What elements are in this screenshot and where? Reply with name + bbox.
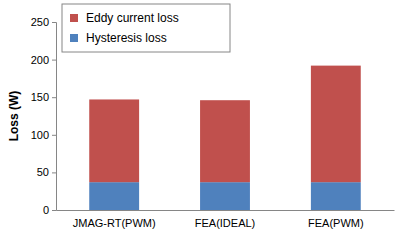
y-axis-line	[52, 23, 57, 211]
y-tick-label: 100	[31, 129, 49, 141]
x-tick: JMAG-RT(PWM)	[73, 210, 156, 229]
y-tick-mark	[52, 135, 56, 136]
legend-swatch	[70, 14, 78, 22]
chart: 0 50 100 150 200 250 JMAG-RT(PWM) FEA(IDEAL) FEA…	[0, 0, 406, 250]
y-tick-label: 0	[43, 204, 49, 216]
legend-frame	[62, 4, 230, 52]
x-tick: FEA(IDEAL)	[195, 210, 256, 229]
x-tick: FEA(PWM)	[308, 210, 364, 229]
y-tick-label: 200	[31, 54, 49, 66]
bar-segment	[200, 182, 250, 210]
bar-segment	[311, 66, 361, 183]
bar-segment	[311, 182, 361, 210]
bar-segment	[200, 100, 250, 182]
bar-segment	[89, 182, 139, 210]
y-tick-mark	[52, 172, 56, 173]
y-tick: 150	[31, 91, 56, 103]
x-tick-label: FEA(IDEAL)	[195, 217, 256, 229]
x-tick-label: FEA(PWM)	[308, 217, 364, 229]
y-tick-label: 50	[37, 166, 49, 178]
legend-label: Hysteresis loss	[86, 31, 167, 45]
bar-segment	[89, 99, 139, 182]
y-tick: 250	[31, 16, 56, 28]
y-axis-title: Loss (W)	[7, 91, 21, 142]
y-tick-mark	[52, 210, 56, 211]
y-tick-label: 250	[31, 16, 49, 28]
y-tick-mark	[52, 22, 56, 23]
y-tick: 0	[43, 204, 56, 216]
bars	[89, 66, 361, 210]
x-tick-label: JMAG-RT(PWM)	[73, 217, 156, 229]
y-tick-mark	[52, 97, 56, 98]
x-axis-line	[57, 210, 395, 211]
legend-label: Eddy current loss	[86, 11, 179, 25]
y-tick-mark	[52, 60, 56, 61]
y-tick: 50	[37, 166, 56, 178]
x-axis: JMAG-RT(PWM) FEA(IDEAL) FEA(PWM)	[57, 210, 395, 229]
legend: Eddy current loss Hysteresis loss	[62, 4, 230, 52]
y-tick-label: 150	[31, 91, 49, 103]
y-axis: 0 50 100 150 200 250	[31, 16, 57, 216]
y-tick: 200	[31, 54, 56, 66]
legend-swatch	[70, 34, 78, 42]
y-tick: 100	[31, 129, 56, 141]
